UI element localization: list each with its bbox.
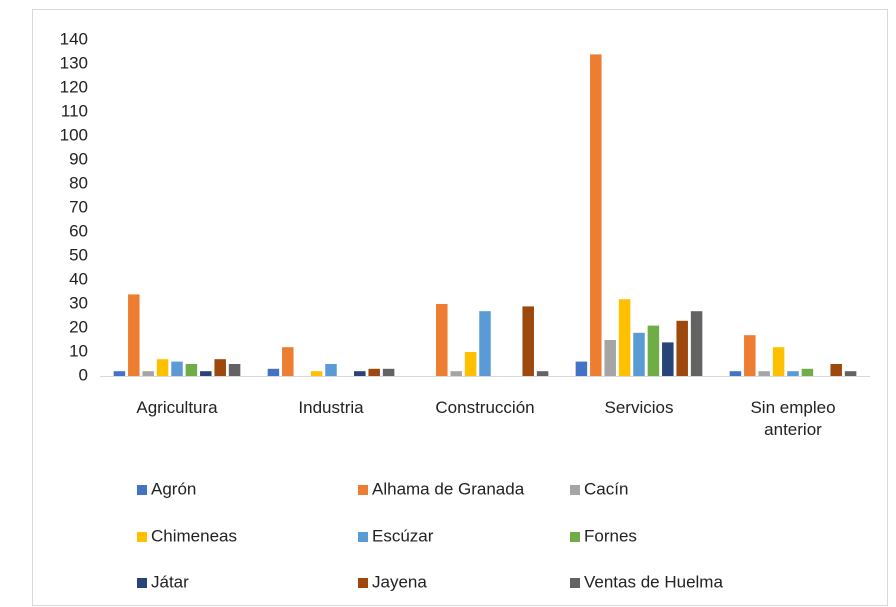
legend-label: Agrón — [151, 479, 196, 498]
bar — [436, 304, 448, 376]
y-tick-label: 0 — [79, 365, 88, 384]
y-tick-label: 60 — [69, 221, 88, 240]
bar — [604, 340, 616, 376]
legend-marker — [137, 485, 147, 495]
bar — [450, 371, 462, 376]
x-tick-label: Industria — [298, 398, 364, 417]
legend-label: Jayena — [372, 572, 427, 591]
bar — [844, 371, 857, 376]
bar — [690, 311, 703, 376]
x-tick-label: Agricultura — [136, 398, 218, 417]
legend-label: Alhama de Granada — [372, 479, 525, 498]
bar — [228, 364, 241, 376]
bar — [758, 371, 770, 376]
bar — [310, 371, 323, 376]
bar — [575, 361, 588, 376]
y-tick-label: 40 — [69, 269, 88, 288]
y-tick-label: 100 — [60, 125, 88, 144]
y-tick-label: 90 — [69, 149, 88, 168]
bar — [618, 299, 631, 376]
bar — [801, 368, 814, 376]
legend-marker — [570, 485, 580, 495]
y-tick-label: 80 — [69, 173, 88, 192]
y-tick-label: 20 — [69, 317, 88, 336]
bar — [171, 361, 183, 376]
y-tick-label: 10 — [69, 341, 88, 360]
x-tick-label: Sin empleo anterior — [750, 398, 836, 439]
legend-marker — [570, 532, 580, 542]
y-tick-label: 120 — [60, 77, 88, 96]
bar — [787, 371, 799, 376]
bar — [142, 371, 154, 376]
bar — [744, 335, 756, 376]
bar — [325, 364, 337, 376]
bar — [676, 320, 688, 376]
x-tick-label: Construcción — [435, 398, 535, 417]
y-tick-label: 130 — [60, 53, 88, 72]
legend-marker — [358, 485, 368, 495]
legend-label: Játar — [151, 572, 189, 591]
bar — [479, 311, 491, 376]
y-tick-label: 110 — [61, 101, 88, 120]
bar — [156, 359, 169, 376]
legend-marker — [358, 578, 368, 588]
bar — [368, 368, 380, 376]
legend-label: Ventas de Huelma — [584, 572, 723, 591]
bar — [214, 359, 226, 376]
bar — [633, 332, 645, 376]
bar — [382, 368, 395, 376]
legend-marker — [570, 578, 580, 588]
bar — [662, 342, 674, 376]
bar — [536, 371, 549, 376]
bar — [772, 347, 785, 376]
legend-label: Chimeneas — [151, 526, 237, 545]
y-tick-label: 30 — [69, 293, 88, 312]
y-tick-label: 50 — [69, 245, 88, 264]
legend-marker — [358, 532, 368, 542]
bar — [590, 54, 602, 377]
x-tick-label: Servicios — [604, 398, 674, 417]
bar — [647, 325, 660, 376]
legend-label: Cacín — [584, 479, 628, 498]
chart-frame — [32, 9, 888, 606]
legend-marker — [137, 532, 147, 542]
bar — [729, 371, 742, 376]
bar — [354, 371, 366, 376]
y-tick-label: 140 — [60, 29, 88, 48]
bar — [522, 306, 534, 376]
legend-label: Fornes — [584, 526, 637, 545]
bar — [267, 368, 280, 376]
bar — [128, 294, 140, 376]
y-tick-label: 70 — [69, 197, 88, 216]
bar — [282, 347, 294, 376]
legend-marker — [137, 578, 147, 588]
bar — [200, 371, 212, 376]
bar — [113, 371, 126, 376]
legend-label: Escúzar — [372, 526, 434, 545]
bar — [464, 352, 477, 376]
bar — [185, 364, 198, 376]
bar — [830, 364, 842, 376]
